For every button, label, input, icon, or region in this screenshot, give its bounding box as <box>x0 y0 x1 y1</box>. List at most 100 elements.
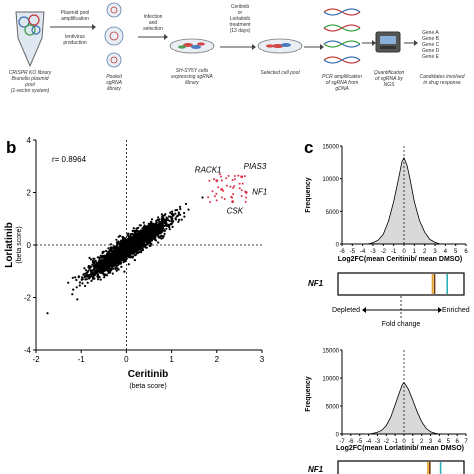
hit-point <box>225 177 228 180</box>
gene-callout: RACK1 <box>195 166 222 175</box>
scatter-point <box>155 226 158 229</box>
scatter-point <box>152 237 155 240</box>
scatter-point <box>119 245 122 248</box>
scatter-point <box>180 218 183 221</box>
x-tick-label: 6 <box>464 249 468 255</box>
y-tick-label: 5000 <box>326 405 340 411</box>
x-tick-label: -2 <box>381 249 387 255</box>
scatter-point <box>86 271 89 274</box>
scatter-point <box>110 259 113 262</box>
x-tick-label: -5 <box>357 439 363 445</box>
scatter-point <box>109 243 112 246</box>
scatter-point <box>174 209 177 212</box>
scatter-point <box>170 217 173 220</box>
workflow-panel: CRISPR KO library Brunello plasmid pool … <box>0 0 474 130</box>
scatter-point <box>81 278 84 281</box>
x-tick-label: -2 <box>32 355 40 364</box>
depleted-label: Depleted <box>332 307 360 314</box>
hit-point <box>230 195 233 198</box>
scatter-point <box>77 276 80 279</box>
scatter-point <box>164 222 167 225</box>
scatter-point <box>131 245 135 248</box>
scatter-point <box>105 256 108 259</box>
scatter-point <box>132 236 135 239</box>
scatter-point <box>162 235 165 238</box>
x-tick-label: 0 <box>402 249 406 255</box>
scatter-point <box>174 217 177 220</box>
scatter-point <box>108 269 111 272</box>
scatter-point <box>123 238 127 241</box>
scatter-point <box>127 248 131 251</box>
scatter-point <box>147 222 150 225</box>
scatter-point <box>157 241 160 244</box>
scatter-point <box>134 254 137 257</box>
scatter-point <box>146 238 149 241</box>
scatter-point <box>103 254 106 257</box>
scatter-point <box>174 212 177 215</box>
scatter-point <box>96 256 99 259</box>
scatter-point <box>179 207 182 211</box>
gene-item: Gene D <box>422 48 440 54</box>
scatter-point <box>87 264 90 268</box>
scatter-point <box>94 263 97 266</box>
scatter-point <box>115 241 118 244</box>
scatter-point <box>126 252 130 256</box>
scatter-point <box>98 266 101 269</box>
scatter-point <box>116 256 119 259</box>
scatter-point <box>187 208 190 211</box>
hit-point <box>238 187 241 190</box>
scatter-point <box>121 240 124 243</box>
scatter-point <box>127 245 130 249</box>
scatter-point <box>146 226 149 229</box>
scatter-point <box>88 267 91 270</box>
scatter-point <box>127 236 130 239</box>
scatter-point <box>111 251 114 255</box>
scatter-point <box>84 284 87 288</box>
scatter-point <box>129 256 132 259</box>
gene-list: Gene A Gene B Gene C Gene D Gene E <box>422 30 462 60</box>
hit-point <box>207 196 210 199</box>
hit-point <box>232 193 235 196</box>
scatter-point <box>172 220 175 223</box>
scatter-point <box>117 263 120 267</box>
scatter-point <box>165 227 168 230</box>
scatter-point <box>142 221 145 224</box>
nf1-strip-box <box>337 272 465 296</box>
scatter-point <box>148 238 151 241</box>
scatter-point <box>138 224 141 227</box>
scatter-point <box>157 236 160 239</box>
highlighted-hits: RACK1 PIAS3 NF1 CSK <box>195 162 268 216</box>
x-tick-label: 3 <box>260 355 265 364</box>
scatter-point <box>127 263 130 266</box>
scatter-point <box>123 248 126 251</box>
hit-point <box>240 189 243 192</box>
x-tick-label: -3 <box>370 249 376 255</box>
scatter-point <box>121 253 124 256</box>
scatter-x-label: Ceritinib <box>128 369 169 380</box>
arrow-icon <box>404 40 418 46</box>
scatter-point <box>108 257 112 260</box>
arrow-left-icon <box>362 307 366 313</box>
x-tick-label: -3 <box>375 439 381 445</box>
scatter-point <box>102 266 105 269</box>
scatter-point <box>95 266 98 269</box>
scatter-point <box>138 251 141 254</box>
x-tick-label: 3 <box>433 249 437 255</box>
scatter-point <box>158 218 161 221</box>
hit-point <box>229 185 232 188</box>
scatter-point <box>177 213 180 216</box>
scatter-point <box>132 255 135 258</box>
scatter-point <box>99 278 102 281</box>
scatter-point <box>151 230 154 233</box>
scatter-point <box>74 276 77 279</box>
dna-icon <box>323 8 361 64</box>
hit-point <box>220 196 223 199</box>
scatter-point <box>175 208 179 212</box>
scatter-point <box>130 246 133 249</box>
scatter-point <box>133 236 136 239</box>
nf1-strip-lorlatinib: NF1 <box>308 460 465 474</box>
scatter-y-label: Lorlatinib <box>4 222 15 268</box>
scatter-point <box>148 233 151 236</box>
scatter-point <box>160 224 163 227</box>
x-tick-label: 4 <box>438 439 442 445</box>
